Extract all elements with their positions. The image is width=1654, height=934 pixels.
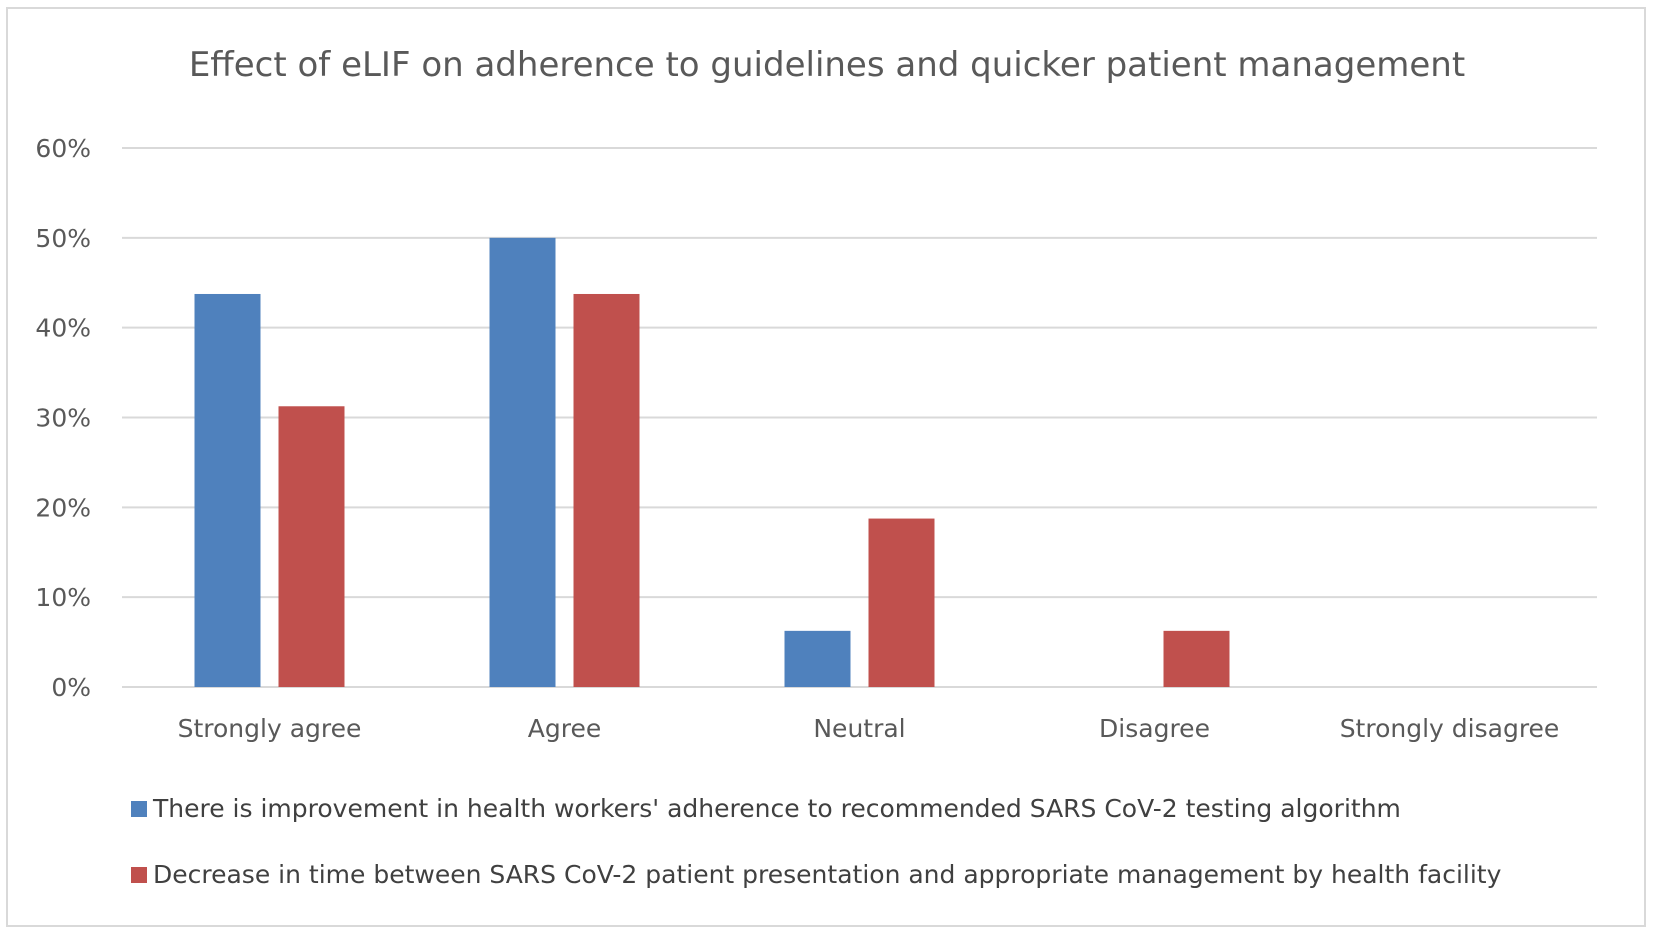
x-category-label: Strongly agree [178, 714, 362, 743]
legend-label-series-2: Decrease in time between SARS CoV-2 pati… [153, 860, 1502, 889]
x-axis-category-labels: Strongly agree Agree Neutral Disagree Strong… [178, 714, 1560, 743]
y-tick-label: 20% [35, 493, 91, 522]
legend-item-series-2: Decrease in time between SARS CoV-2 pati… [131, 860, 1501, 889]
y-axis-tick-labels: 0% 10% 20% 30% 40% 50% 60% [35, 134, 91, 702]
bar-series-1-agree [489, 237, 556, 688]
bar-series-2-disagree [1163, 630, 1230, 687]
x-category-label: Neutral [813, 714, 905, 743]
bar-series-2-agree [573, 293, 640, 687]
legend-label-series-1: There is improvement in health workers' … [153, 794, 1401, 823]
legend-swatch-red [131, 866, 147, 883]
y-tick-label: 40% [35, 314, 91, 343]
y-tick-label: 10% [35, 583, 91, 612]
bar-series-1-strongly-agree [194, 293, 261, 687]
y-tick-label: 60% [35, 134, 91, 163]
gridlines [122, 147, 1597, 688]
x-category-label: Agree [528, 714, 601, 743]
legend-item-series-1: There is improvement in health workers' … [131, 794, 1401, 823]
legend-swatch-blue [131, 800, 147, 817]
y-tick-label: 30% [35, 404, 91, 433]
bar-series-1-neutral [784, 630, 851, 687]
bars [194, 237, 1230, 688]
y-tick-label: 50% [35, 224, 91, 253]
x-category-label: Strongly disagree [1340, 714, 1560, 743]
bar-series-2-strongly-agree [278, 406, 345, 687]
x-category-label: Disagree [1099, 714, 1210, 743]
y-tick-label: 0% [51, 673, 91, 702]
bar-series-2-neutral [868, 518, 935, 687]
chart-title: Effect of eLIF on adherence to guideline… [189, 45, 1465, 85]
